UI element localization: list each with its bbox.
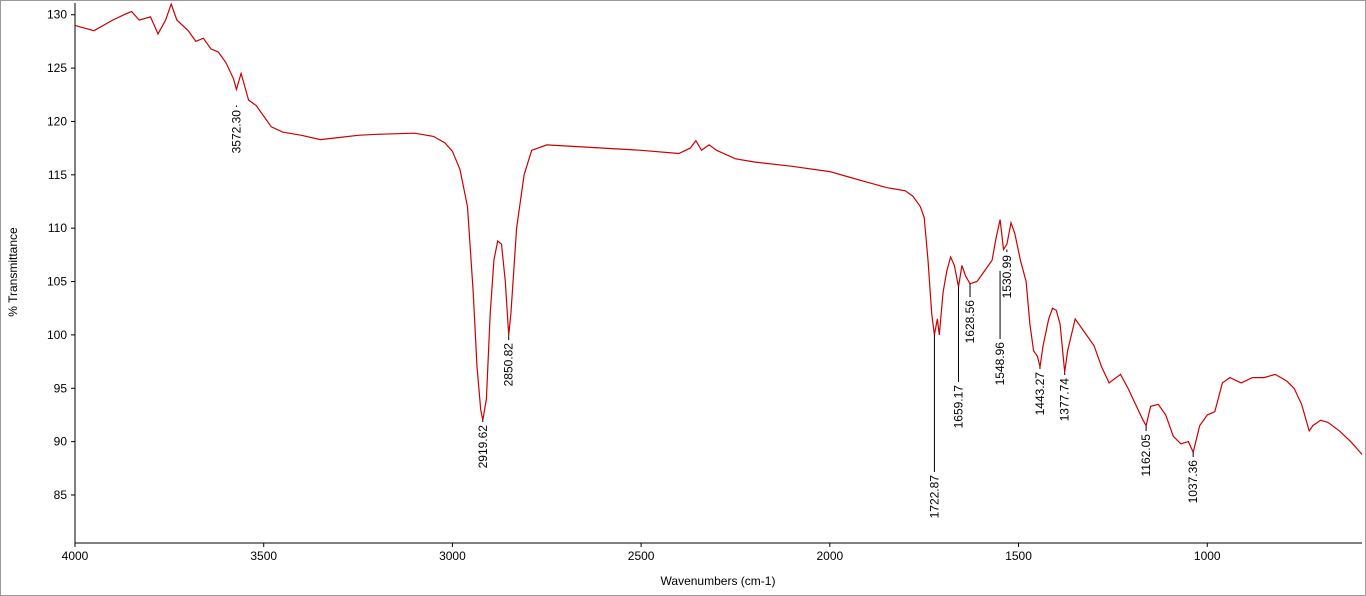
peak-label: 1162.05 bbox=[1139, 434, 1153, 477]
y-axis-label: % Transmittance bbox=[6, 227, 20, 317]
y-tick-label: 120 bbox=[47, 114, 67, 128]
y-tick-label: 85 bbox=[54, 488, 68, 502]
peak-label: 1628.56 bbox=[963, 300, 977, 344]
x-tick-label: 4000 bbox=[62, 549, 89, 563]
peak-label: 2850.82 bbox=[502, 343, 516, 387]
y-tick-label: 95 bbox=[54, 381, 68, 395]
peak-label: 1377.74 bbox=[1058, 378, 1072, 422]
x-tick-label: 2500 bbox=[628, 549, 655, 563]
x-tick-label: 2000 bbox=[816, 549, 843, 563]
peak-label: 1722.87 bbox=[927, 475, 941, 519]
peak-label: 2919.62 bbox=[476, 425, 490, 469]
x-tick-label: 1500 bbox=[1005, 549, 1032, 563]
x-tick-label: 3000 bbox=[439, 549, 466, 563]
x-tick-label: 3500 bbox=[250, 549, 277, 563]
x-tick-label: 1000 bbox=[1194, 549, 1221, 563]
peak-label: 3572.30 bbox=[229, 110, 243, 154]
peak-label: 1443.27 bbox=[1033, 372, 1047, 416]
x-axis-label: Wavenumbers (cm-1) bbox=[661, 574, 776, 588]
y-tick-label: 105 bbox=[47, 275, 67, 289]
spectrum-line bbox=[74, 2, 1363, 455]
peak-label: 1530.99 bbox=[1000, 255, 1014, 299]
y-tick-label: 100 bbox=[47, 328, 67, 342]
y-tick-label: 90 bbox=[54, 435, 68, 449]
peak-label: 1037.36 bbox=[1186, 460, 1200, 504]
y-tick-label: 115 bbox=[48, 168, 67, 182]
peak-label: 1548.96 bbox=[993, 342, 1007, 386]
y-tick-label: 110 bbox=[48, 221, 67, 235]
y-tick-label: 125 bbox=[47, 61, 67, 75]
peak-label: 1659.17 bbox=[951, 385, 965, 429]
y-tick-label: 130 bbox=[47, 8, 67, 22]
